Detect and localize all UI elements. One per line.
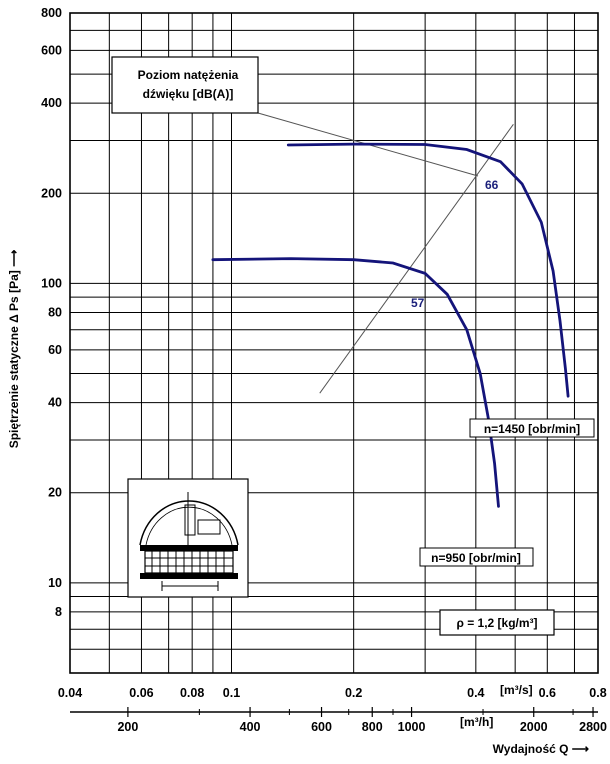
y-tick-label: 80	[48, 305, 62, 319]
db-marker-57: 57	[411, 296, 425, 310]
x-tick-labels-m3h: 200 400 600 800 1000 2000 2800	[117, 707, 607, 734]
x-tick-labels-m3s: 0.04 0.06 0.08 0.1 0.2 0.4 0.6 0.8	[58, 686, 607, 700]
x-tick-label-m3h: 400	[240, 720, 261, 734]
y-tick-labels: 800 600 400 200 100 80 60 40 20 10 8	[41, 6, 62, 619]
svg-text:n=950 [obr/min]: n=950 [obr/min]	[431, 551, 521, 565]
curve-n1450	[286, 142, 570, 398]
y-tick-label: 100	[41, 276, 62, 290]
y-tick-label: 20	[48, 486, 62, 500]
y-tick-label: 60	[48, 343, 62, 357]
y-tick-label: 10	[48, 576, 62, 590]
x-tick-label-m3s: 0.4	[467, 686, 484, 700]
x-tick-label-m3h: 2800	[579, 720, 607, 734]
x-unit-m3s: [m³/s]	[500, 683, 533, 697]
x-tick-label-m3s: 0.2	[345, 686, 362, 700]
y-tick-label: 8	[55, 605, 62, 619]
x-tick-label-m3h: 200	[117, 720, 138, 734]
y-axis-label: Spiętrzenie statyczne Δ Ps [Pa] ⟶	[7, 250, 21, 449]
sound-label-line2: dźwięku [dB(A)]	[143, 87, 234, 101]
x-axis-label: Wydajność Q ⟶	[493, 742, 589, 756]
y-tick-label: 40	[48, 396, 62, 410]
x-unit-m3h: [m³/h]	[460, 715, 493, 729]
series-label-n950: n=950 [obr/min]	[419, 547, 534, 567]
plot-frame	[69, 12, 599, 674]
db-marker-66: 66	[485, 178, 499, 192]
x-tick-label-m3s: 0.6	[539, 686, 556, 700]
curve-n950	[211, 257, 500, 508]
x-tick-label-m3s: 0.8	[589, 686, 606, 700]
x-tick-label-m3h: 2000	[520, 720, 548, 734]
svg-text:n=1450 [obr/min]: n=1450 [obr/min]	[484, 422, 580, 436]
y-tick-label: 800	[41, 6, 62, 20]
x-tick-label-m3h: 1000	[398, 720, 426, 734]
density-note: ρ = 1,2 [kg/m³]	[439, 609, 555, 636]
x-tick-label-m3s: 0.08	[180, 686, 204, 700]
fan-illustration	[127, 478, 249, 598]
sound-level-label-box: Poziom natężenia dźwięku [dB(A)]	[111, 56, 259, 114]
sound-level-line	[319, 123, 514, 394]
y-tick-label: 600	[41, 43, 62, 57]
y-tick-label: 400	[41, 96, 62, 110]
y-tick-label: 200	[41, 186, 62, 200]
x-tick-label-m3h: 600	[311, 720, 332, 734]
sound-label-line1: Poziom natężenia	[138, 68, 239, 82]
x-tick-label-m3h: 800	[362, 720, 383, 734]
x-tick-label-m3s: 0.04	[58, 686, 82, 700]
x-tick-label-m3s: 0.1	[223, 686, 240, 700]
series-label-n1450: n=1450 [obr/min]	[469, 418, 595, 438]
svg-text:ρ = 1,2 [kg/m³]: ρ = 1,2 [kg/m³]	[456, 616, 537, 630]
x-tick-label-m3s: 0.06	[129, 686, 153, 700]
